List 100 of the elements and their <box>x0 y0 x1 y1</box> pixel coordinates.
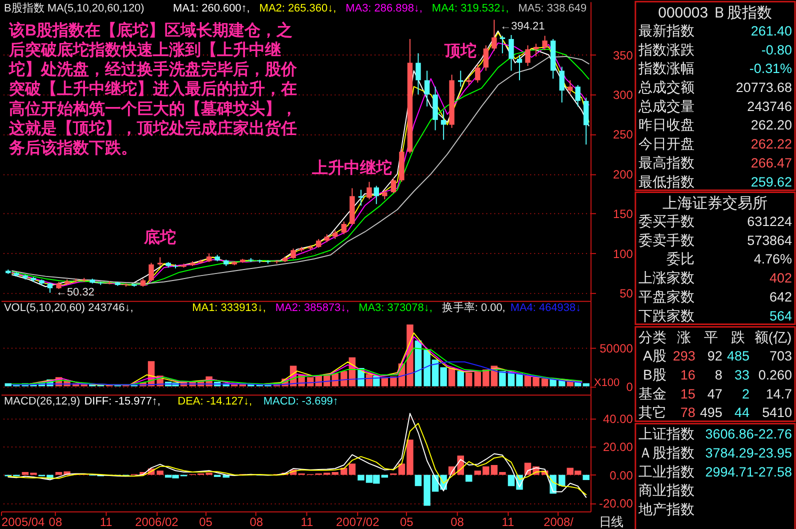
x-tick-label: 05 <box>400 514 414 529</box>
text: 3784.29-23.95 <box>705 445 792 460</box>
text: 293 <box>672 348 696 364</box>
x-tick-label: 05 <box>199 514 213 529</box>
category-label: 总成交额 <box>637 79 694 96</box>
text: MA1: 260.600↑, <box>172 2 250 15</box>
chart-title: VOL(5,10,20,60) 243746↓, <box>4 302 134 314</box>
category-label: 最高指数 <box>638 154 694 170</box>
text: 261.40 <box>750 23 792 38</box>
text: -0.31% <box>749 61 792 76</box>
x-tick-label: 11 <box>300 514 314 529</box>
annotation: 顶坨 <box>444 42 477 60</box>
text: 44 <box>734 405 750 420</box>
chart-title: B股指数 MA(5,10,20,60,120) <box>4 2 144 15</box>
category-label: 上证指数 <box>638 426 694 442</box>
text: 564 <box>770 308 792 324</box>
text: 262.20 <box>750 118 792 133</box>
y-tick-label: 200 <box>612 167 634 182</box>
text: MA3: 373078↓, <box>358 302 432 314</box>
x-tick-label: 08 <box>450 514 464 529</box>
text: MA2: 265.360↓, <box>259 2 336 15</box>
category-label: 最新指数 <box>638 22 694 38</box>
category-label: 委比 <box>666 250 694 267</box>
text: 3606.86-22.76 <box>705 426 792 442</box>
text: 0.260 <box>758 368 792 383</box>
x-tick-label: 2008/ <box>544 514 574 529</box>
y-tick-label: 0.00 <box>610 468 634 482</box>
y-tick-label: 50 <box>620 286 634 300</box>
category-label: 平 <box>704 328 718 345</box>
text: 20773.68 <box>736 80 792 96</box>
chart-title: MACD(26,12,9) <box>4 396 80 408</box>
y-tick-label: 0 <box>626 380 634 394</box>
text: 14.7 <box>766 386 792 402</box>
x-tick-label: 2007/02 <box>336 514 380 529</box>
text: 5410 <box>762 405 792 420</box>
text: 642 <box>770 289 792 304</box>
category-label: 指数涨跌 <box>637 41 694 58</box>
text: 262.22 <box>750 136 792 152</box>
category-label: 跌 <box>731 328 746 345</box>
y-tick-label: 20.00 <box>602 440 634 454</box>
text: 703 <box>770 348 792 364</box>
text: 上海证券交易所 <box>662 195 768 212</box>
text: 485 <box>726 348 750 364</box>
text: 33 <box>734 368 750 383</box>
text: 16 <box>680 368 696 383</box>
text: MA4: 464938↓ <box>510 302 582 314</box>
category-label: 基金 <box>638 385 666 402</box>
text: -0.80 <box>761 42 792 58</box>
y-tick-label: 50000 <box>600 342 634 356</box>
text: 8 <box>714 368 722 383</box>
category-label: 指数涨幅 <box>637 60 694 76</box>
y-tick-label: 250 <box>612 128 634 142</box>
category-label: 下跌家数 <box>638 307 694 324</box>
category-label: 今日开盘 <box>638 136 694 152</box>
text: MA1: 333913↓, <box>192 302 266 314</box>
text: 47 <box>707 386 722 402</box>
category-label: 商业指数 <box>638 482 694 498</box>
category-label: Ａ股指数 <box>638 444 694 460</box>
category-label: 工业指数 <box>638 463 694 480</box>
text: 78 <box>680 405 696 420</box>
annotation: 该B股指数在【底坨】区域长期建仓，之后突破底坨指数快速上涨到【上升中继坨】处洗盘，经过换手洗盘完毕后，股价突破【上升中继坨】进入最后的拉升，在高位开始构筑一个巨大的【墓碑坟头】，这就是【顶坨】，顶坨处完成庄家出货任务后该指数下跌。 <box>8 20 298 157</box>
category-label: B股 <box>643 366 666 383</box>
text: 92 <box>707 348 722 364</box>
y-tick-label: 350 <box>612 48 634 62</box>
text: 15 <box>680 386 696 402</box>
text: DEA: -14.127↓, <box>178 396 252 408</box>
category-label: 委卖手数 <box>638 232 694 248</box>
category-label: A股 <box>643 348 666 364</box>
y-tick-label: 300 <box>612 88 634 102</box>
x-tick-label: 11 <box>100 514 113 529</box>
text: MA2: 385873↓, <box>275 302 350 314</box>
x-tick-label: 2005/04 <box>1 514 46 529</box>
text: DIFF: -15.977↑, <box>84 396 160 408</box>
text: MA3: 286.898↓, <box>346 2 422 15</box>
y-tick-label: 40.00 <box>602 412 634 426</box>
annotation: 底坨 <box>143 228 176 246</box>
x-axis-title: 日线 <box>598 514 623 529</box>
text: 402 <box>770 270 792 286</box>
annotation: ←50.32 <box>56 286 94 299</box>
text: 243746 <box>747 98 792 114</box>
category-label: 委买手数 <box>638 213 694 230</box>
text: 573864 <box>747 232 792 248</box>
annotation: ←394.21 <box>500 20 545 33</box>
y-tick-label: 150 <box>612 207 634 222</box>
x-tick-label: 08 <box>250 514 264 529</box>
category-label: 涨 <box>677 328 692 345</box>
x-tick-label: 11 <box>502 514 514 529</box>
category-label: 其它 <box>638 404 666 420</box>
x-tick-label: 2006/02 <box>135 514 179 529</box>
text: MA5: 338.649 <box>518 2 587 15</box>
text: MACD: -3.699↑ <box>263 396 338 408</box>
text: MA4: 319.532↓, <box>432 2 509 15</box>
text: 000003 Ｂ股指数 <box>658 4 772 22</box>
category-label: 地产指数 <box>637 500 694 517</box>
category-label: 最低指数 <box>638 173 694 190</box>
annotation: 换手率: 0.00, <box>442 300 506 314</box>
category-label: 昨日收盘 <box>638 116 694 133</box>
y-tick-label: 100 <box>612 246 634 261</box>
text: 631224 <box>747 214 792 230</box>
text: 266.47 <box>750 155 792 170</box>
